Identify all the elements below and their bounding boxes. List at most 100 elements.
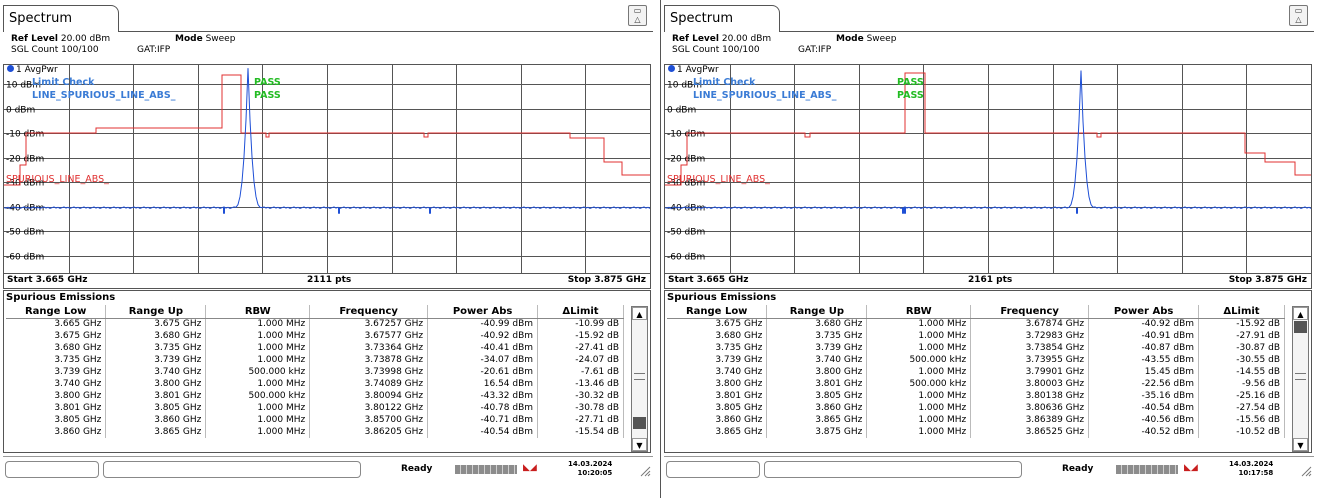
- table-cell: 3.73364 GHz: [309, 342, 429, 354]
- spectrum-diagram[interactable]: 10 dBm 0 dBm -10 dBm -20 dBm -30 dBm -40 dBm -…: [664, 64, 1312, 274]
- table-row[interactable]: 3.805 GHz 3.860 GHz 1.000 MHz 3.80636 GHz -4…: [667, 402, 1285, 414]
- spectrum-diagram[interactable]: 10 dBm 0 dBm -10 dBm -20 dBm -30 dBm -40 dBm -…: [3, 64, 651, 274]
- column-header[interactable]: Range Low: [667, 305, 768, 319]
- table-row[interactable]: 3.801 GHz 3.805 GHz 1.000 MHz 3.80138 GHz -3…: [667, 390, 1285, 402]
- table-scrollbar[interactable]: ▲ ▼: [1292, 306, 1309, 452]
- y-axis-label: 0 dBm: [667, 106, 696, 116]
- scroll-down-icon[interactable]: ▼: [1293, 438, 1308, 451]
- table-cell: -40.91 dBm: [1088, 330, 1200, 342]
- table-cell: 3.801 GHz: [105, 390, 207, 402]
- sweep-axis-bar: Start 3.665 GHz 2111 pts Stop 3.875 GHz: [3, 274, 651, 289]
- table-row[interactable]: 3.800 GHz 3.801 GHz 500.000 kHz 3.80094 GHz…: [6, 390, 624, 402]
- table-row[interactable]: 3.739 GHz 3.740 GHz 500.000 kHz 3.73998 GHz…: [6, 366, 624, 378]
- column-header[interactable]: ΔLimit: [1198, 305, 1285, 319]
- table-cell: -40.78 dBm: [427, 402, 539, 414]
- table-cell: 1.000 MHz: [866, 318, 972, 330]
- tab-spectrum[interactable]: Spectrum: [3, 5, 119, 32]
- table-cell: 3.860 GHz: [766, 402, 868, 414]
- softkey-field-1[interactable]: [666, 461, 760, 478]
- table-row[interactable]: 3.735 GHz 3.739 GHz 1.000 MHz 3.73854 GHz -4…: [667, 342, 1285, 354]
- resize-grip-icon[interactable]: [1300, 463, 1312, 477]
- softkey-field-1[interactable]: [5, 461, 99, 478]
- y-axis-label: -30 dBm: [6, 179, 44, 189]
- table-scrollbar[interactable]: ▲ ▼: [631, 306, 648, 452]
- scroll-grip-icon: [634, 373, 645, 380]
- scroll-up-icon[interactable]: ▲: [632, 307, 647, 320]
- table-cell: 3.67874 GHz: [970, 318, 1090, 330]
- table-row[interactable]: 3.735 GHz 3.739 GHz 1.000 MHz 3.73878 GHz -3…: [6, 354, 624, 366]
- table-cell: 3.675 GHz: [6, 330, 107, 342]
- table-cell: 3.739 GHz: [667, 354, 768, 366]
- table-row[interactable]: 3.865 GHz 3.875 GHz 1.000 MHz 3.86525 GHz -4…: [667, 426, 1285, 438]
- spectrum-plot: 10 dBm 0 dBm -10 dBm -20 dBm -30 dBm -40 dBm -…: [4, 65, 650, 273]
- y-axis-label: 0 dBm: [6, 106, 35, 116]
- table-cell: 3.675 GHz: [105, 318, 207, 330]
- table-cell: 500.000 kHz: [205, 390, 311, 402]
- table-cell: 3.80138 GHz: [970, 390, 1090, 402]
- table-cell: 3.73878 GHz: [309, 354, 429, 366]
- stop-frequency: Stop 3.875 GHz: [1228, 275, 1307, 285]
- tab-spectrum[interactable]: Spectrum: [664, 5, 780, 32]
- column-header[interactable]: ΔLimit: [537, 305, 624, 319]
- table-row[interactable]: 3.800 GHz 3.801 GHz 500.000 kHz 3.80003 GHz…: [667, 378, 1285, 390]
- table-row[interactable]: 3.675 GHz 3.680 GHz 1.000 MHz 3.67874 GHz -4…: [667, 318, 1285, 330]
- table-cell: 3.865 GHz: [766, 414, 868, 426]
- sweep-points: 2161 pts: [968, 275, 1013, 285]
- status-text: Ready: [1062, 464, 1094, 474]
- table-cell: -34.07 dBm: [427, 354, 539, 366]
- table-row[interactable]: 3.680 GHz 3.735 GHz 1.000 MHz 3.73364 GHz -4…: [6, 342, 624, 354]
- y-axis-label: -20 dBm: [667, 155, 705, 165]
- column-header[interactable]: Range Up: [766, 305, 868, 319]
- table-cell: 1.000 MHz: [205, 330, 311, 342]
- table-row[interactable]: 3.860 GHz 3.865 GHz 1.000 MHz 3.86205 GHz -4…: [6, 426, 624, 438]
- table-cell: 3.73998 GHz: [309, 366, 429, 378]
- table-row[interactable]: 3.740 GHz 3.800 GHz 1.000 MHz 3.79901 GHz 15…: [667, 366, 1285, 378]
- table-cell: 3.86525 GHz: [970, 426, 1090, 438]
- column-header[interactable]: Power Abs: [1088, 305, 1200, 319]
- table-cell: 3.805 GHz: [6, 414, 107, 426]
- measurement-settings: Ref Level 20.00 dBm SGL Count 100/100 Mo…: [3, 32, 653, 64]
- ref-level: Ref Level 20.00 dBm: [11, 34, 111, 44]
- table-row[interactable]: 3.860 GHz 3.865 GHz 1.000 MHz 3.86389 GHz -4…: [667, 414, 1285, 426]
- softkey-field-2[interactable]: [103, 461, 361, 478]
- table-row[interactable]: 3.801 GHz 3.805 GHz 1.000 MHz 3.80122 GHz -4…: [6, 402, 624, 414]
- table-cell: 1.000 MHz: [205, 318, 311, 330]
- device-status-icon[interactable]: ▭ △: [628, 5, 647, 26]
- y-axis-label: -60 dBm: [6, 253, 44, 263]
- stop-frequency: Stop 3.875 GHz: [567, 275, 646, 285]
- column-header[interactable]: Range Up: [105, 305, 207, 319]
- column-header[interactable]: RBW: [866, 305, 972, 319]
- table-row[interactable]: 3.680 GHz 3.735 GHz 1.000 MHz 3.72983 GHz -4…: [667, 330, 1285, 342]
- resize-grip-icon[interactable]: [639, 463, 651, 477]
- table-row[interactable]: 3.665 GHz 3.675 GHz 1.000 MHz 3.67257 GHz -4…: [6, 318, 624, 330]
- y-axis-label: -50 dBm: [667, 228, 705, 238]
- trace-label: 1 AvgPwr: [668, 65, 719, 75]
- table-row[interactable]: 3.805 GHz 3.860 GHz 1.000 MHz 3.85700 GHz -4…: [6, 414, 624, 426]
- date-time: 14.03.2024 10:20:05: [568, 460, 613, 477]
- table-cell: 1.000 MHz: [866, 414, 972, 426]
- column-header[interactable]: Frequency: [970, 305, 1090, 319]
- table-cell: 1.000 MHz: [205, 414, 311, 426]
- spectrum-plot: 10 dBm 0 dBm -10 dBm -20 dBm -30 dBm -40 dBm -…: [665, 65, 1311, 273]
- table-cell: -43.32 dBm: [427, 390, 539, 402]
- table-cell: 500.000 kHz: [866, 378, 972, 390]
- device-status-icon[interactable]: ▭ △: [1289, 5, 1308, 26]
- table-cell: 3.805 GHz: [105, 402, 207, 414]
- scroll-thumb[interactable]: [633, 417, 646, 429]
- table-cell: -15.92 dB: [537, 330, 624, 342]
- table-cell: -27.54 dB: [1198, 402, 1285, 414]
- column-header[interactable]: Frequency: [309, 305, 429, 319]
- softkey-field-2[interactable]: [764, 461, 1022, 478]
- column-header[interactable]: Power Abs: [427, 305, 539, 319]
- table-row[interactable]: 3.739 GHz 3.740 GHz 500.000 kHz 3.73955 GHz…: [667, 354, 1285, 366]
- scroll-thumb[interactable]: [1294, 321, 1307, 333]
- scroll-up-icon[interactable]: ▲: [1293, 307, 1308, 320]
- scroll-down-icon[interactable]: ▼: [632, 438, 647, 451]
- column-header[interactable]: RBW: [205, 305, 311, 319]
- table-row[interactable]: 3.675 GHz 3.680 GHz 1.000 MHz 3.67577 GHz -4…: [6, 330, 624, 342]
- trace-label: 1 AvgPwr: [7, 65, 58, 75]
- column-header[interactable]: Range Low: [6, 305, 107, 319]
- table-cell: 3.735 GHz: [105, 342, 207, 354]
- measurement-settings: Ref Level 20.00 dBm SGL Count 100/100 Mo…: [664, 32, 1314, 64]
- table-row[interactable]: 3.740 GHz 3.800 GHz 1.000 MHz 3.74089 GHz 16…: [6, 378, 624, 390]
